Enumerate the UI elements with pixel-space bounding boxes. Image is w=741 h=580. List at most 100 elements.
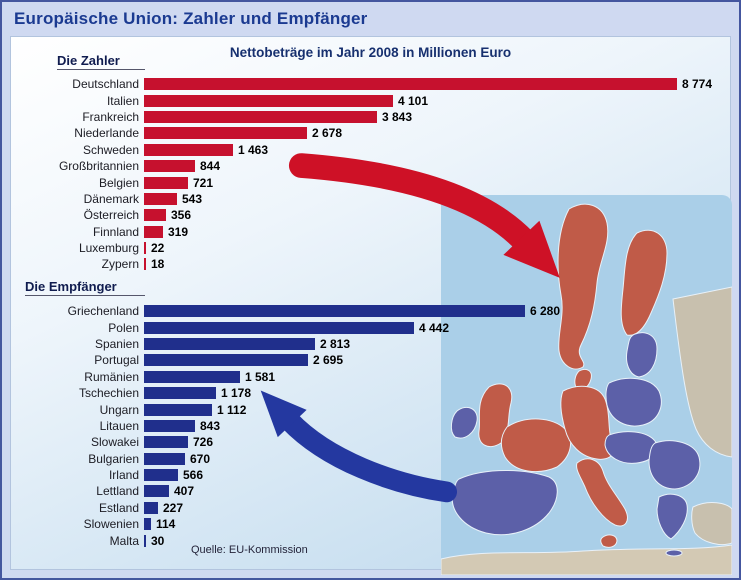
bar-value: 6 280	[530, 304, 561, 319]
country-label: Tschechien	[78, 386, 139, 401]
chart-panel: Nettobeträge im Jahr 2008 in Millionen E…	[10, 36, 732, 575]
bar-row: Niederlande 2 678	[11, 125, 730, 141]
payers-bar-chart: Deutschland 8 774 Italien 4 101 Frankreich 3 …	[11, 76, 730, 273]
bar-row: Litauen 843	[11, 418, 730, 434]
bar-row: Slowenien 114	[11, 516, 730, 532]
bar-value: 8 774	[682, 77, 713, 92]
bar-value: 18	[151, 257, 165, 272]
bar-row: Portugal 2 695	[11, 352, 730, 368]
country-label: Großbritannien	[58, 159, 139, 174]
country-label: Niederlande	[74, 126, 139, 141]
country-label: Litauen	[99, 418, 139, 433]
payer-bar	[144, 258, 146, 271]
bar-track: 114	[144, 517, 175, 531]
bar-value: 22	[151, 241, 165, 256]
bar-row: Polen 4 442	[11, 319, 730, 335]
country-label: Schweden	[82, 142, 139, 157]
recipient-bar	[144, 518, 151, 531]
bar-value: 1 112	[217, 402, 247, 417]
bar-row: Griechenland 6 280	[11, 303, 730, 319]
recipient-bar	[144, 419, 195, 432]
bar-track: 1 463	[144, 143, 268, 157]
bar-value: 1 178	[221, 386, 252, 401]
payer-bar	[144, 110, 377, 123]
bar-track: 22	[144, 241, 164, 255]
bar-value: 30	[151, 533, 165, 548]
bar-row: Rumänien 1 581	[11, 369, 730, 385]
bar-value: 114	[156, 517, 176, 532]
bar-row: Spanien 2 813	[11, 336, 730, 352]
country-label: Lettland	[96, 484, 139, 499]
bar-track: 843	[144, 419, 220, 433]
bar-row: Tschechien 1 178	[11, 385, 730, 401]
country-label: Finnland	[92, 224, 139, 239]
bar-value: 1 581	[245, 369, 276, 384]
recipient-bar	[144, 452, 185, 465]
country-label: Rumänien	[84, 369, 139, 384]
bar-track: 3 843	[144, 110, 412, 124]
recipients-bar-chart: Griechenland 6 280 Polen 4 442 Spanien 2 813 P…	[11, 303, 730, 549]
bar-value: 2 678	[312, 126, 343, 141]
bar-track: 319	[144, 225, 188, 239]
recipient-bar	[144, 436, 188, 449]
bar-row: Italien 4 101	[11, 92, 730, 108]
payer-bar	[144, 143, 233, 156]
bar-row: Irland 566	[11, 467, 730, 483]
bar-value: 3 843	[382, 109, 413, 124]
bar-value: 721	[193, 175, 214, 190]
map-payer-countries	[478, 203, 668, 548]
payer-bar	[144, 192, 177, 205]
country-label: Estland	[98, 500, 139, 515]
bar-track: 2 813	[144, 337, 350, 351]
bar-value: 227	[163, 500, 184, 515]
payer-bar	[144, 127, 307, 140]
country-label: Griechenland	[67, 304, 139, 319]
bar-row: Ungarn 1 112	[11, 401, 730, 417]
recipient-bar	[144, 321, 414, 334]
country-label: Frankreich	[82, 109, 139, 124]
recipient-bar	[144, 403, 212, 416]
recipient-bar	[144, 501, 158, 514]
bar-track: 8 774	[144, 77, 712, 91]
bar-row: Lettland 407	[11, 483, 730, 499]
bar-value: 407	[174, 484, 195, 499]
bar-value: 2 813	[320, 336, 351, 351]
payers-section-heading: Die Zahler	[57, 53, 145, 70]
bar-track: 726	[144, 435, 213, 449]
recipient-bar	[144, 387, 216, 400]
country-label: Bulgarien	[88, 451, 139, 466]
bar-value: 844	[200, 159, 221, 174]
country-label: Belgien	[98, 175, 139, 190]
bar-row: Luxemburg 22	[11, 240, 730, 256]
bar-value: 843	[200, 418, 221, 433]
bar-row: Zypern 18	[11, 256, 730, 272]
map-noneu-land	[441, 286, 732, 575]
bar-value: 356	[171, 208, 192, 223]
chart-subtitle: Nettobeträge im Jahr 2008 in Millionen E…	[229, 45, 512, 60]
country-label: Polen	[108, 320, 139, 335]
bar-row: Dänemark 543	[11, 191, 730, 207]
bar-row: Österreich 356	[11, 207, 730, 223]
payer-bar	[144, 78, 677, 91]
recipient-bar	[144, 354, 308, 367]
bar-value: 319	[168, 224, 189, 239]
bar-value: 1 463	[238, 142, 269, 157]
bar-track: 721	[144, 176, 213, 190]
bar-row: Malta 30	[11, 532, 730, 548]
bar-track: 30	[144, 534, 164, 548]
bar-track: 566	[144, 468, 203, 482]
bar-row: Schweden 1 463	[11, 142, 730, 158]
bar-track: 407	[144, 484, 194, 498]
payer-bar	[144, 160, 195, 173]
country-label: Dänemark	[83, 191, 139, 206]
source-note: Quelle: EU-Kommission	[191, 544, 308, 556]
recipient-bar	[144, 534, 146, 547]
page-title: Europäische Union: Zahler und Empfänger	[14, 9, 368, 28]
bar-track: 2 678	[144, 126, 342, 140]
recipient-bar	[144, 337, 315, 350]
country-label: Österreich	[83, 208, 139, 223]
country-label: Deutschland	[72, 77, 139, 92]
bar-value: 566	[183, 468, 204, 483]
country-label: Slowakei	[90, 435, 139, 450]
